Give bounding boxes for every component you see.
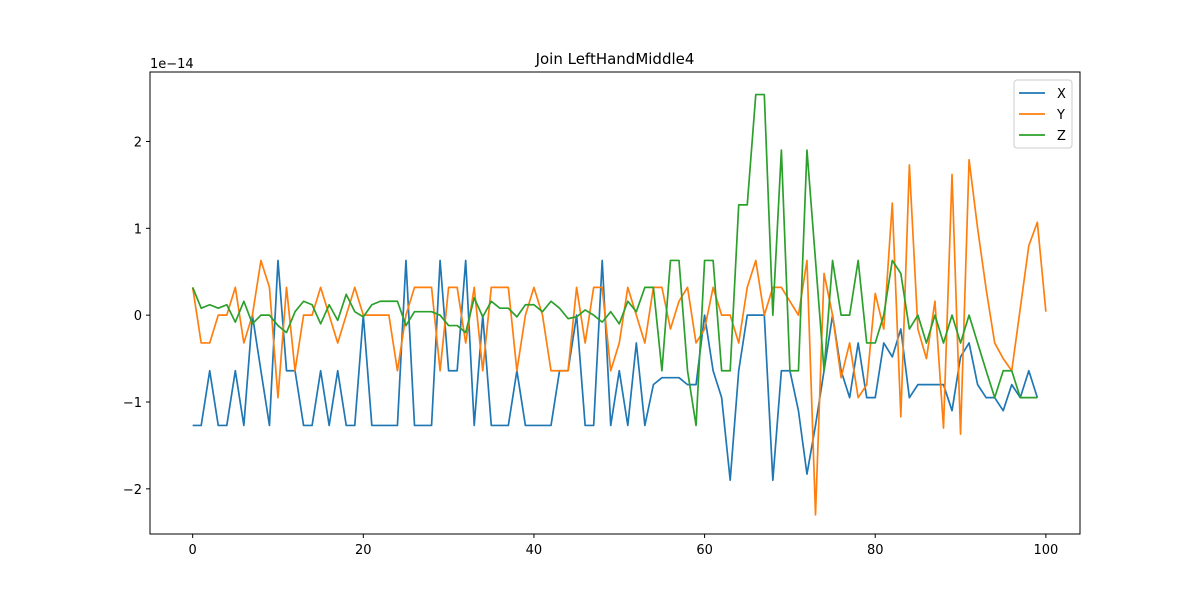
y-tick-label: 0 [134,309,142,324]
axes: 0 20 40 60 80 100 −2 −1 0 1 2 [123,71,1081,558]
x-tick-label: 20 [355,543,372,558]
x-tick-label: 0 [189,543,197,558]
legend: XYZ [1013,79,1073,149]
series-line-y [191,158,1047,516]
axes-frame [149,71,1081,535]
legend-label-y: Y [1056,108,1065,123]
plot-area [191,93,1047,516]
y-tick-label: −2 [123,483,142,498]
series-line-z [191,93,1038,427]
y-tick-label: 1 [134,222,142,237]
y-tick-label: 2 [134,135,142,150]
x-tick-label: 60 [696,543,713,558]
x-tick-label: 80 [867,543,884,558]
y-tick-label: −1 [123,396,142,411]
chart-title: Join LeftHandMiddle4 [535,50,695,68]
x-tick-label: 40 [526,543,543,558]
series-line-x [192,259,1039,482]
legend-label-z: Z [1057,129,1066,144]
x-tick-label: 100 [1033,543,1058,558]
legend-label-x: X [1057,87,1066,102]
y-offset-label: 1e−14 [150,57,194,72]
